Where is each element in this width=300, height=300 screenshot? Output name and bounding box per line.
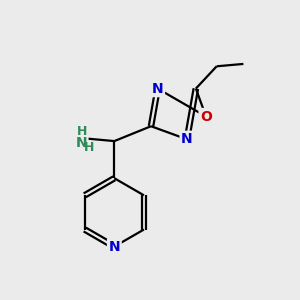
Text: N: N <box>181 132 193 146</box>
Text: H: H <box>76 125 87 138</box>
Text: N: N <box>109 240 120 254</box>
Text: O: O <box>200 110 212 124</box>
Text: N: N <box>76 136 88 151</box>
Text: H: H <box>84 141 94 154</box>
Text: N: N <box>152 82 164 96</box>
